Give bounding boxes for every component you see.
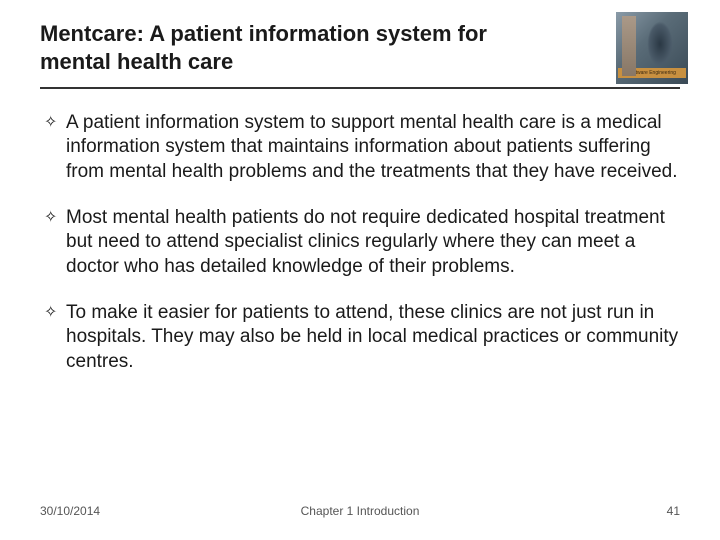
slide-header: Mentcare: A patient information system f… (40, 20, 680, 89)
footer-date: 30/10/2014 (40, 504, 100, 518)
bullet-item: ✧ To make it easier for patients to atte… (44, 301, 680, 374)
bullet-text: Most mental health patients do not requi… (66, 206, 680, 279)
bullet-text: A patient information system to support … (66, 111, 680, 184)
slide-title: Mentcare: A patient information system f… (40, 20, 550, 75)
slide-body: ✧ A patient information system to suppor… (40, 111, 680, 374)
slide: Mentcare: A patient information system f… (0, 0, 720, 540)
diamond-bullet-icon: ✧ (44, 113, 66, 184)
footer-chapter: Chapter 1 Introduction (301, 504, 420, 518)
book-cover-thumbnail: Software Engineering (616, 12, 688, 84)
bullet-item: ✧ A patient information system to suppor… (44, 111, 680, 184)
bullet-item: ✧ Most mental health patients do not req… (44, 206, 680, 279)
diamond-bullet-icon: ✧ (44, 208, 66, 279)
diamond-bullet-icon: ✧ (44, 303, 66, 374)
bullet-text: To make it easier for patients to attend… (66, 301, 680, 374)
book-cover-label: Software Engineering (618, 68, 686, 78)
footer-page-number: 41 (667, 504, 680, 518)
slide-footer: 30/10/2014 Chapter 1 Introduction 41 (40, 504, 680, 518)
